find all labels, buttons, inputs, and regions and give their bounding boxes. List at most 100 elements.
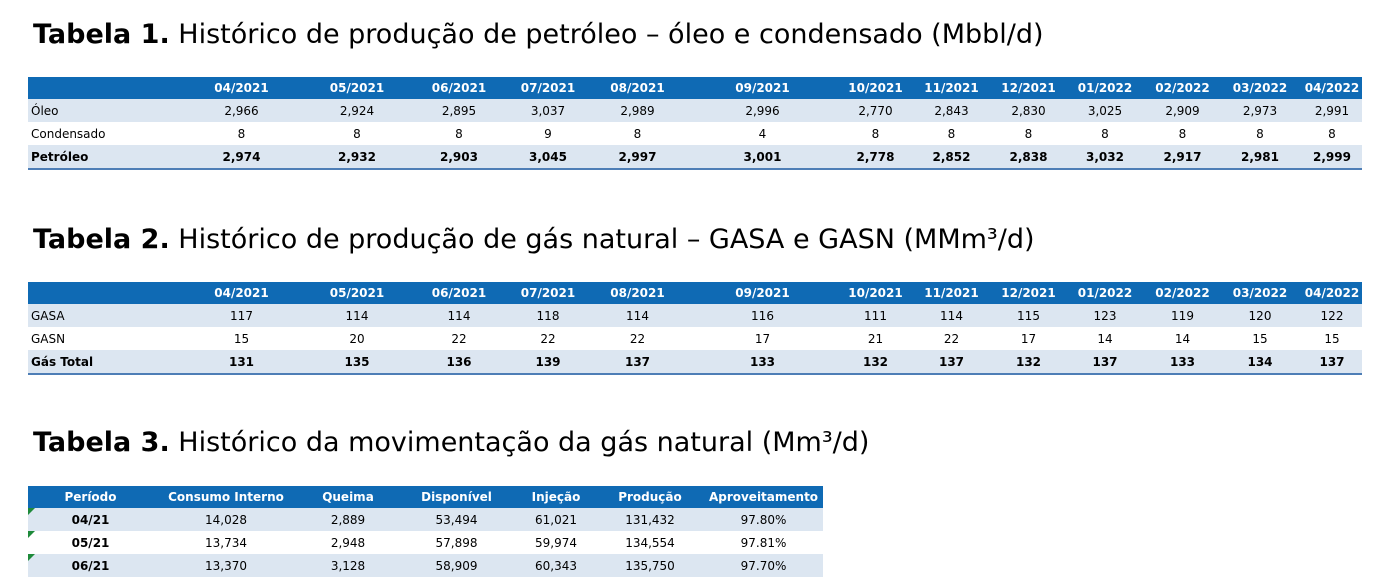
month-header: 09/2021 [683, 282, 842, 304]
month-header: 07/2021 [504, 77, 592, 99]
table-row: GASN 15 20 22 22 22 17 21 22 17 14 14 15 15 [28, 327, 1362, 350]
table1-oil-production: 04/2021 05/2021 06/2021 07/2021 08/2021 09/20… [28, 77, 1362, 170]
table-cell: 2,909 [1147, 99, 1218, 122]
table-row: Condensado 8 8 8 9 8 4 8 8 8 8 8 8 8 [28, 122, 1362, 145]
period-label: 05/21 [71, 535, 110, 550]
table-cell: 3,001 [683, 145, 842, 170]
table-cell: 22 [943, 331, 960, 346]
table-cell: 8 [353, 126, 361, 141]
month-header: 08/2021 [592, 282, 683, 304]
table-cell: 2,903 [414, 145, 504, 170]
header-corner [28, 282, 183, 304]
table-cell: 60,343 [516, 554, 596, 577]
table-cell: 8 [633, 126, 642, 141]
table3-header-row: Período Consumo Interno Queima Disponível In… [28, 486, 823, 508]
table-cell: 120 [1218, 304, 1302, 327]
table-cell: 2,830 [994, 99, 1063, 122]
table3-title: Tabela 3. Histórico da movimentação da g… [33, 427, 870, 458]
table-cell: 8 [455, 126, 463, 141]
table-cell: 2,997 [592, 145, 683, 170]
row-label: GASN [31, 331, 66, 346]
table-cell: 134 [1218, 350, 1302, 375]
table-row: 06/21 13,370 3,128 58,909 60,343 135,750 97.70… [28, 554, 823, 577]
table-cell: 2,973 [1218, 99, 1302, 122]
month-header: 12/2021 [994, 282, 1063, 304]
month-header: 11/2021 [909, 282, 994, 304]
table-cell: 15 [1324, 331, 1340, 346]
table-cell: 132 [842, 350, 909, 375]
row-label: Condensado [31, 126, 106, 141]
table-row: 05/21 13,734 2,948 57,898 59,974 134,554 97.81… [28, 531, 823, 554]
table-cell: 17 [1020, 331, 1037, 346]
table-cell: 15 [1252, 331, 1268, 346]
column-header: Período [28, 486, 153, 508]
table-cell: 122 [1302, 304, 1362, 327]
table-cell: 131 [183, 350, 300, 375]
table-cell: 14 [1097, 331, 1113, 346]
table-cell: 114 [300, 304, 414, 327]
month-header: 04/2021 [183, 282, 300, 304]
table3-gas-movement: Período Consumo Interno Queima Disponível In… [28, 486, 823, 577]
month-header: 01/2022 [1063, 282, 1147, 304]
table-cell: 97.70% [704, 554, 823, 577]
table-cell: 2,989 [592, 99, 683, 122]
column-header: Aproveitamento [704, 486, 823, 508]
period-label: 06/21 [71, 558, 110, 573]
month-header: 09/2021 [683, 77, 842, 99]
table-row: Petróleo 2,974 2,932 2,903 3,045 2,997 3,001 2,… [28, 145, 1362, 170]
table-row: GASA 117 114 114 118 114 116 111 114 115 123 119 120… [28, 304, 1362, 327]
column-header: Disponível [397, 486, 516, 508]
table-cell: 132 [994, 350, 1063, 375]
row-label: Óleo [28, 99, 183, 122]
table-cell: 4 [758, 126, 767, 141]
table-cell: 2,895 [414, 99, 504, 122]
table-cell: 117 [183, 304, 300, 327]
table-cell: 133 [1147, 350, 1218, 375]
table-row: Óleo 2,966 2,924 2,895 3,037 2,989 2,996 2,770 2… [28, 99, 1362, 122]
table-cell: 97.80% [704, 508, 823, 531]
month-header: 07/2021 [504, 282, 592, 304]
table-cell: 111 [842, 304, 909, 327]
table-cell: 61,021 [516, 508, 596, 531]
table-cell: 3,025 [1063, 99, 1147, 122]
table-cell: 2,974 [183, 145, 300, 170]
month-header: 03/2022 [1218, 77, 1302, 99]
month-header: 08/2021 [592, 77, 683, 99]
table-cell: 2,843 [909, 99, 994, 122]
table-cell: 135 [300, 350, 414, 375]
table-cell: 131,432 [596, 508, 704, 531]
cell-marker-icon [28, 508, 35, 515]
table-cell: 8 [947, 126, 956, 141]
table-cell: 3,045 [504, 145, 592, 170]
table-cell: 2,917 [1147, 145, 1218, 170]
table-cell: 58,909 [397, 554, 516, 577]
table-cell: 53,494 [397, 508, 516, 531]
table-cell: 15 [233, 331, 250, 346]
table-cell: 137 [1063, 350, 1147, 375]
table-cell: 139 [504, 350, 592, 375]
table-cell: 137 [1302, 350, 1362, 375]
table1-title: Tabela 1. Histórico de produção de petró… [33, 19, 1044, 50]
table-cell: 21 [867, 331, 884, 346]
table-cell: 114 [414, 304, 504, 327]
table-cell: 137 [909, 350, 994, 375]
month-header: 05/2021 [300, 282, 414, 304]
table-cell: 57,898 [435, 535, 478, 550]
month-header: 02/2022 [1147, 282, 1218, 304]
column-header: Consumo Interno [153, 486, 299, 508]
header-corner [28, 77, 183, 99]
table-cell: 123 [1063, 304, 1147, 327]
table-cell: 13,734 [205, 535, 247, 550]
table-cell: 114 [909, 304, 994, 327]
table-cell: 8 [1328, 126, 1336, 141]
table2-title: Tabela 2. Histórico de produção de gás n… [33, 224, 1035, 255]
month-header: 02/2022 [1147, 77, 1218, 99]
period-label: 04/21 [71, 512, 110, 527]
table-cell: 2,924 [300, 99, 414, 122]
table-cell: 2,770 [842, 99, 909, 122]
table-cell: 3,037 [504, 99, 592, 122]
table-cell: 135,750 [596, 554, 704, 577]
table-cell: 119 [1147, 304, 1218, 327]
table-cell: 2,991 [1302, 99, 1362, 122]
month-header: 10/2021 [842, 282, 909, 304]
